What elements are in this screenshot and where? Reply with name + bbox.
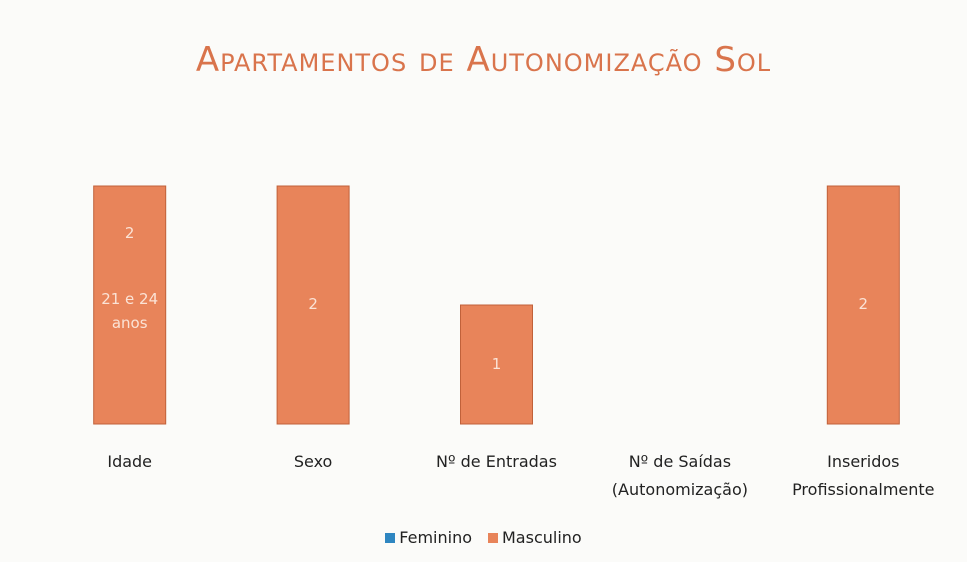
x-tick-label: Nº de Saídas (Autonomização): [611, 452, 748, 499]
chart-title: Apartamentos de Autonomização Sol: [195, 40, 772, 80]
legend-label: Feminino: [399, 528, 472, 547]
legend-swatch: [488, 533, 498, 543]
legend-item: Feminino: [385, 528, 472, 547]
annotation: 21 e 24 anos: [101, 290, 159, 332]
x-tick-label: Nº de Entradas: [436, 452, 557, 471]
bar: [276, 185, 350, 425]
legend-swatch: [385, 533, 396, 543]
legend-label: Masculino: [502, 528, 582, 547]
bar: [826, 185, 900, 425]
x-tick-label: Sexo: [293, 452, 333, 471]
x-tick-label: Idade: [107, 452, 153, 471]
legend-item: Masculino: [488, 528, 582, 547]
data-label: 2: [858, 295, 869, 313]
legend: Feminino Masculino: [0, 528, 967, 547]
x-tick-label: Inseridos Profissionalmente: [792, 452, 935, 499]
data-label: 2: [308, 295, 318, 313]
data-label: 1: [491, 354, 502, 373]
bar: [460, 304, 533, 425]
bar: [93, 185, 167, 425]
data-label: 2: [124, 223, 135, 242]
